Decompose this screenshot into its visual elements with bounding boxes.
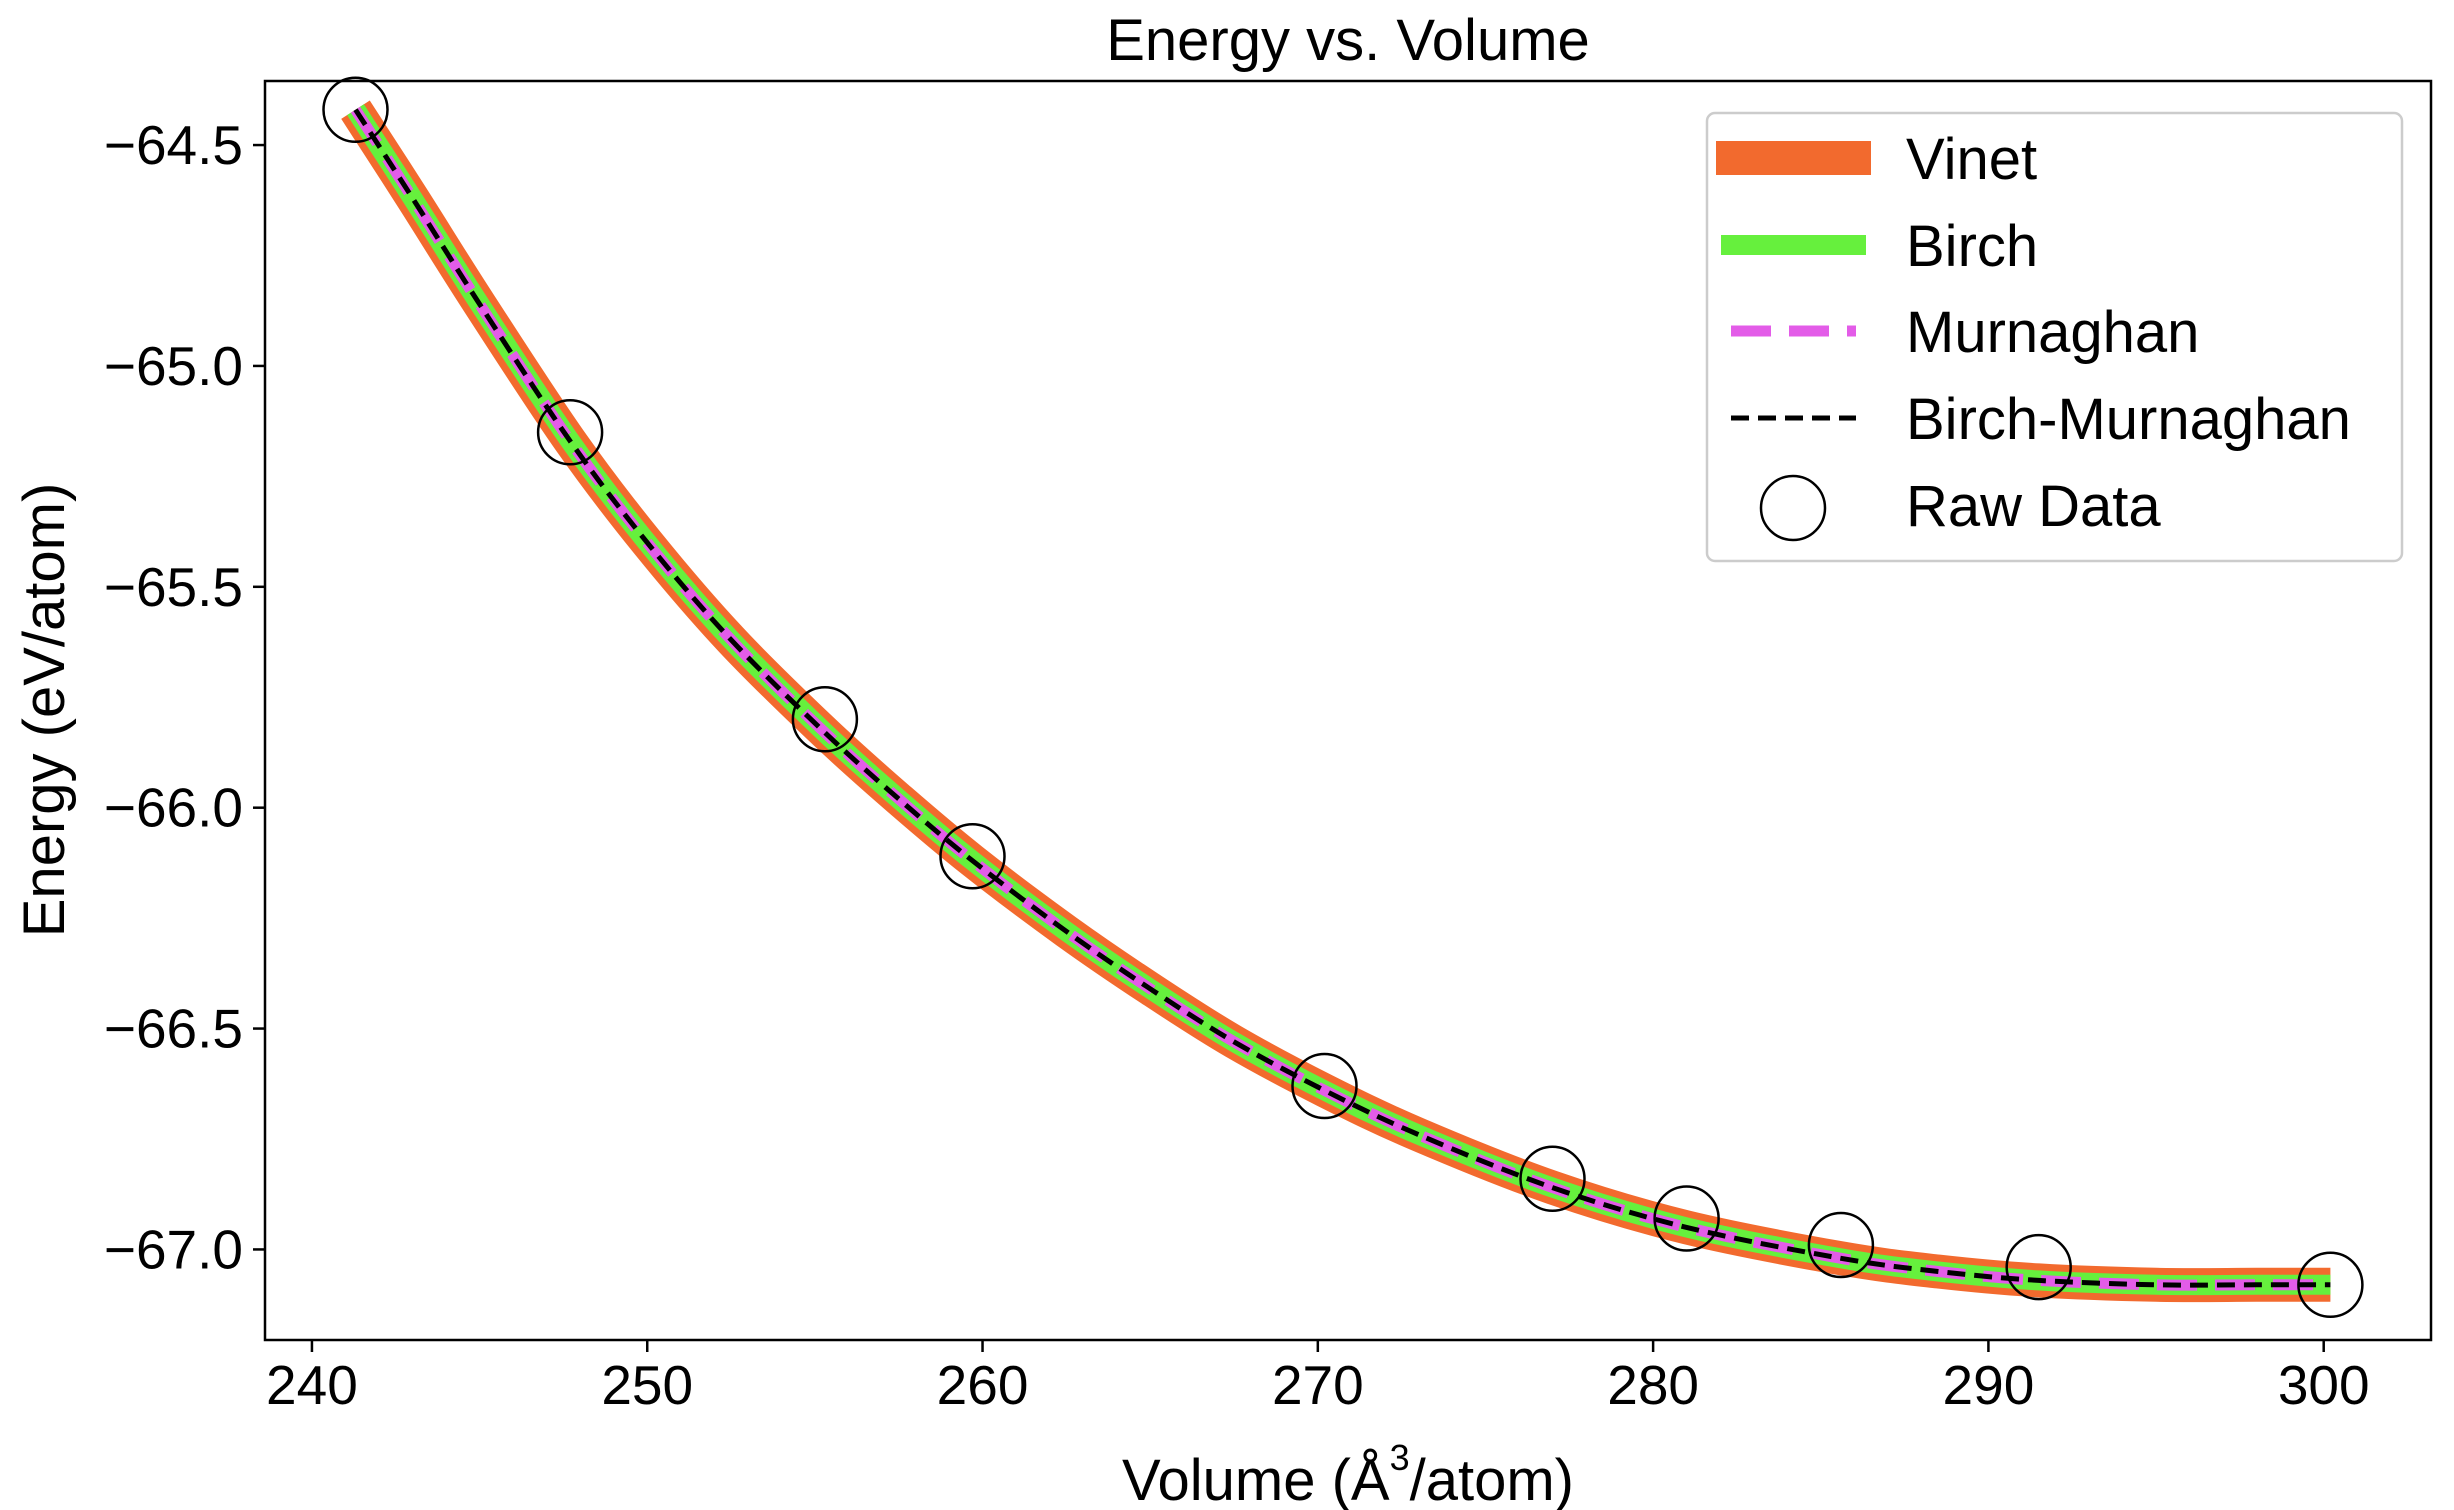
raw-data-point xyxy=(939,823,1006,890)
plot-area xyxy=(322,76,2364,1319)
legend-label-murnaghan: Murnaghan xyxy=(1906,300,2199,365)
y-tick-label: −66.5 xyxy=(104,998,243,1060)
y-tick-label: −65.5 xyxy=(104,556,243,618)
legend-label-birch-murnaghan: Birch-Murnaghan xyxy=(1906,387,2351,452)
y-tick-label: −64.5 xyxy=(104,114,243,176)
raw-data-point xyxy=(1653,1185,1720,1252)
x-tick-label: 270 xyxy=(1272,1354,1364,1416)
y-tick-label: −66.0 xyxy=(104,777,243,839)
y-tick-label: −65.0 xyxy=(104,335,243,397)
legend-frame xyxy=(1705,111,2404,563)
raw-data-point xyxy=(1519,1145,1586,1213)
legend-marker-raw-data xyxy=(1759,474,1827,542)
legend-label-raw-data: Raw Data xyxy=(1906,474,2161,539)
x-tick-label: 300 xyxy=(2278,1354,2370,1416)
x-axis-title: Volume (Å3/atom) xyxy=(1122,1437,1574,1510)
x-tick-label: 280 xyxy=(1607,1354,1699,1416)
x-axis-title-superscript: 3 xyxy=(1390,1437,1410,1478)
y-axis-title: Energy (eV/atom) xyxy=(12,483,77,938)
raw-data-point xyxy=(1807,1211,1875,1279)
raw-data-point xyxy=(791,686,859,753)
axes-frame xyxy=(263,79,2433,1342)
x-axis-title-text: Volume (Å xyxy=(1122,1448,1390,1510)
y-tick-label: −67.0 xyxy=(104,1218,243,1280)
raw-data-point xyxy=(2005,1233,2072,1301)
raw-data-point xyxy=(2297,1251,2364,1319)
chart-title: Energy vs. Volume xyxy=(1106,8,1590,73)
y-axis-ticks: −67.0 −66.5 −66.0 −65.5 −65.0 −64.5 xyxy=(104,114,265,1280)
raw-data-point xyxy=(322,76,389,143)
raw-data-point xyxy=(1291,1052,1358,1120)
raw-data-point xyxy=(536,398,604,466)
series-line-birch-murnaghan xyxy=(353,108,2331,1288)
x-tick-label: 290 xyxy=(1943,1354,2035,1416)
x-axis-ticks: 240 250 260 270 280 290 300 xyxy=(266,1340,2370,1416)
x-tick-label: 240 xyxy=(266,1354,358,1416)
x-axis-title-unit: /atom) xyxy=(1410,1448,1574,1510)
legend-label-birch: Birch xyxy=(1906,214,2038,279)
x-tick-label: 260 xyxy=(937,1354,1029,1416)
legend-label-vinet: Vinet xyxy=(1906,127,2037,192)
legend: Vinet Birch Murnaghan Birch-Murnaghan Ra… xyxy=(1705,111,2404,563)
x-tick-label: 250 xyxy=(601,1354,693,1416)
